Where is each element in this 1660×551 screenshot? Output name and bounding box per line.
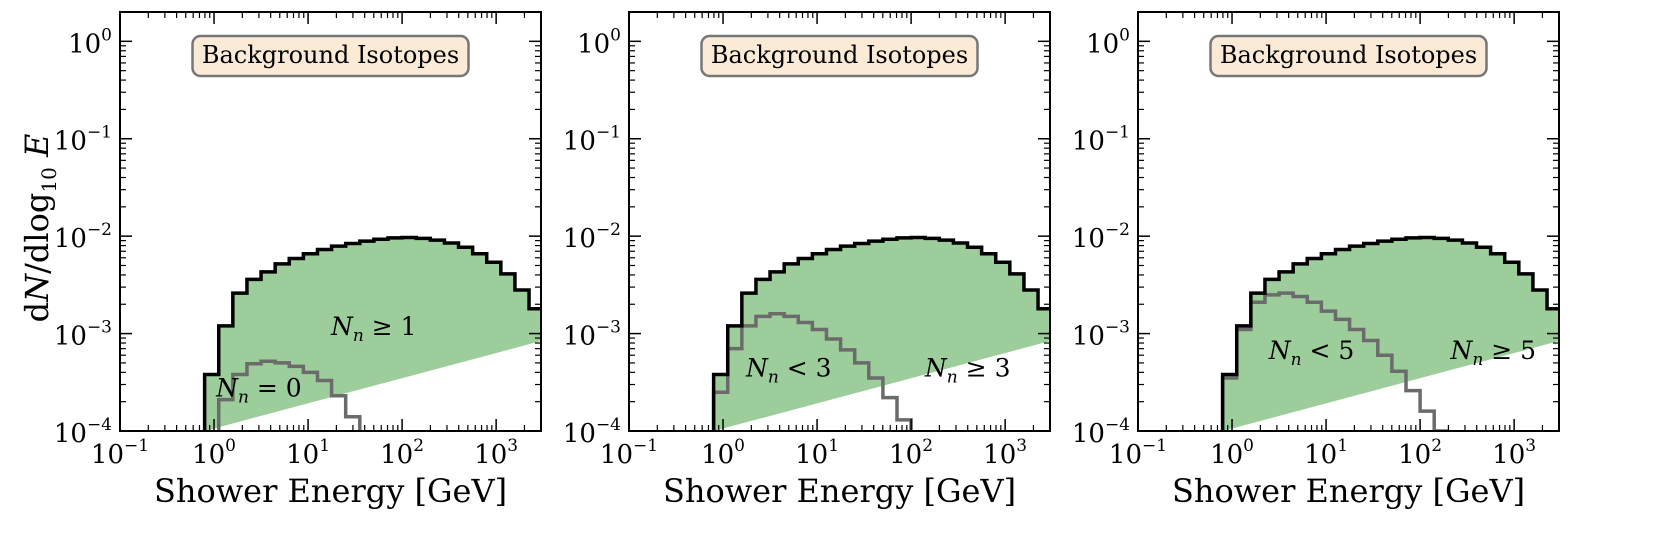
series-fill-region [713,237,1050,431]
panel-title: Background Isotopes [711,41,968,69]
axes-frame [1137,11,1560,432]
series-fill-region [1222,237,1559,431]
x-tick-label: 100 [1210,436,1254,470]
y-tick-label: 100 [68,25,112,59]
annotation-label: Nn < 5 [1268,336,1355,370]
y-axis-label: dN/dlog10 E [18,134,61,323]
plot-area [202,235,541,431]
x-tick-label: 10−1 [1109,436,1167,470]
x-tick-label: 102 [380,436,424,470]
x-tick-label: 101 [286,436,330,470]
x-tick-label: 100 [701,436,745,470]
y-tick-label: 10−3 [54,318,112,352]
y-tick-label: 10−3 [1072,318,1130,352]
series-line-total [1220,235,1559,431]
y-tick-label: 10−1 [54,123,112,157]
annotation-label: Nn = 0 [215,373,302,407]
title-box [191,34,470,78]
y-tick-label: 10−3 [563,318,621,352]
y-tick-label: 100 [577,25,621,59]
x-tick-label: 102 [889,436,933,470]
x-tick-label: 103 [983,436,1027,470]
x-tick-label: 101 [795,436,839,470]
y-tick-label: 100 [1086,25,1130,59]
y-tick-label: 10−4 [1072,415,1130,449]
y-tick-label: 10−4 [563,415,621,449]
x-tick-label: 102 [1398,436,1442,470]
x-tick-label: 103 [1492,436,1536,470]
panel-3: 10−1 100 101 102 10310−410−310−210−1100Showe… [1072,11,1560,510]
y-tick-label: 10−4 [54,415,112,449]
y-tick-label: 10−2 [1072,220,1130,254]
panel-title: Background Isotopes [1220,41,1477,69]
annotation-label: Nn ≥ 3 [924,353,1011,387]
axes-frame [628,11,1051,432]
annotation-label: Nn < 3 [745,353,832,387]
series-line-total [202,235,541,431]
axes-frame [119,11,542,432]
series-line-total [711,235,1050,431]
y-tick-label: 10−2 [563,220,621,254]
x-tick-label: 103 [474,436,518,470]
y-tick-label: 10−1 [563,123,621,157]
x-tick-label: 100 [192,436,236,470]
series-fill-region [204,237,541,431]
x-axis-label: Shower Energy [GeV] [663,472,1016,510]
annotation-label: Nn ≥ 1 [330,312,417,346]
series-line-subset [711,311,927,431]
x-tick-label: 10−1 [600,436,658,470]
y-tick-label: 10−2 [54,220,112,254]
x-axis-label: Shower Energy [GeV] [1172,472,1525,510]
plot-area [1220,235,1559,431]
plot-area [711,235,1050,431]
series-line-subset [1220,291,1449,431]
title-box [1209,34,1488,78]
panel-2: 10−1 100 101 102 10310−410−310−210−1100Showe… [563,11,1051,510]
annotation-label: Nn ≥ 5 [1449,336,1536,370]
x-tick-label: 101 [1304,436,1348,470]
series-line-subset [202,359,376,431]
x-tick-label: 10−1 [91,436,149,470]
x-axis-label: Shower Energy [GeV] [154,472,507,510]
panel-1: 10−1 100 101 102 10310−410−310−210−1100Showe… [54,11,542,510]
title-box [700,34,979,78]
panel-title: Background Isotopes [202,41,459,69]
y-tick-label: 10−1 [1072,123,1130,157]
